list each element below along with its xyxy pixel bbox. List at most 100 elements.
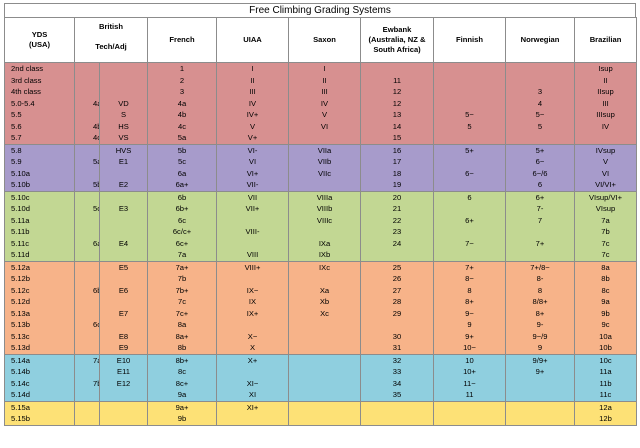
cell-norwegian: 9- — [505, 319, 576, 331]
table-row: 5.12d 7c IX Xb 28 8+ 8/8+ 9a — [4, 296, 638, 308]
cell-finnish: 5 — [433, 120, 507, 132]
cell-french: 8c+ — [147, 377, 218, 389]
header-ewbank-line2: (Australia, NZ & — [368, 35, 426, 44]
cell-norwegian: 7+ — [505, 237, 576, 249]
cell-uiaa: X− — [216, 330, 290, 342]
cell-saxon — [288, 132, 362, 145]
grading-table: YDS (USA) British Tech/Adj French UIAA S… — [4, 17, 638, 426]
cell-french: 6c/c+ — [147, 226, 218, 238]
cell-british-adj: E12 — [98, 377, 149, 389]
header-uiaa: UIAA — [216, 17, 290, 63]
cell-saxon — [288, 226, 362, 238]
cell-british-tech — [74, 109, 100, 121]
cell-finnish: 10 — [433, 353, 507, 366]
cell-saxon: VIIIc — [288, 214, 362, 226]
cell-ewbank — [360, 319, 435, 331]
cell-finnish — [433, 249, 507, 262]
table-row: 5.13d E9 8b X 31 10− 9 10b — [4, 342, 638, 355]
cell-brazilian: 11c — [574, 389, 638, 402]
table-row: 5.13b6c 8a 99-9c — [4, 319, 638, 331]
cell-saxon: Xc — [288, 307, 362, 319]
cell-uiaa: I — [216, 62, 290, 75]
cell-ewbank: 22 — [360, 214, 435, 226]
cell-british-adj — [98, 413, 149, 426]
cell-finnish — [433, 74, 507, 86]
cell-yds: 5.13b — [4, 319, 75, 331]
cell-yds: 5.8 — [4, 143, 75, 156]
cell-british-tech — [74, 342, 100, 355]
cell-yds: 5.7 — [4, 132, 75, 145]
cell-norwegian: 9/9+ — [505, 353, 576, 366]
cell-french: 6a+ — [147, 179, 218, 192]
cell-yds: 5.11b — [4, 226, 75, 238]
cell-ewbank: 24 — [360, 237, 435, 249]
cell-norwegian: 8 — [505, 284, 576, 296]
cell-ewbank: 26 — [360, 273, 435, 285]
cell-french: 9a+ — [147, 400, 218, 413]
cell-saxon: VIIb — [288, 156, 362, 168]
cell-yds: 5.13c — [4, 330, 75, 342]
cell-ewbank — [360, 249, 435, 262]
cell-british-adj: E1 — [98, 156, 149, 168]
cell-british-tech — [74, 296, 100, 308]
header-finnish: Finnish — [433, 17, 507, 63]
cell-british-adj: E2 — [98, 179, 149, 192]
cell-brazilian: III — [574, 97, 638, 109]
cell-british-adj — [98, 273, 149, 285]
cell-ewbank: 32 — [360, 353, 435, 366]
cell-norwegian: 3 — [505, 86, 576, 98]
cell-saxon: Xb — [288, 296, 362, 308]
table-row: 5.15a 9a+ XI+ 12a — [4, 400, 638, 413]
cell-british-tech: 6c — [74, 319, 100, 331]
cell-saxon — [288, 366, 362, 378]
cell-yds: 5.5 — [4, 109, 75, 121]
cell-uiaa: IV — [216, 97, 290, 109]
cell-british-tech: 4a — [74, 97, 100, 109]
header-saxon: Saxon — [288, 17, 362, 63]
cell-british-adj: E9 — [98, 342, 149, 355]
cell-british-adj — [98, 389, 149, 402]
header-norwegian: Norwegian — [505, 17, 576, 63]
table-row: 5.0-5.44aVD4aIVIV124III — [4, 97, 638, 109]
cell-yds: 5.15a — [4, 400, 75, 413]
cell-french: 8a+ — [147, 330, 218, 342]
header-brazilian: Brazilian — [574, 17, 638, 63]
table-row: 5.11a 6c VIIIc 22 6+ 7 7a — [4, 214, 638, 226]
cell-saxon: IXb — [288, 249, 362, 262]
cell-finnish: 5+ — [433, 143, 507, 156]
cell-finnish — [433, 86, 507, 98]
cell-british-adj — [98, 74, 149, 86]
cell-yds: 5.0-5.4 — [4, 97, 75, 109]
cell-saxon: VI — [288, 120, 362, 132]
cell-brazilian: 10a — [574, 330, 638, 342]
cell-finnish: 6+ — [433, 214, 507, 226]
table-row: 5.15b 9b 12b — [4, 413, 638, 426]
header-british-line1: British — [98, 22, 124, 31]
cell-british-tech — [74, 214, 100, 226]
cell-british-adj — [98, 226, 149, 238]
cell-uiaa: X+ — [216, 353, 290, 366]
header-ewbank-line1: Ewbank — [382, 25, 412, 34]
table-body: 2nd class 1 I I Isup 3rd class 2 II II 11 II 4th cl… — [4, 62, 638, 426]
cell-british-tech — [74, 413, 100, 426]
cell-british-adj — [98, 62, 149, 75]
cell-yds: 5.11d — [4, 249, 75, 262]
cell-norwegian: 5 — [505, 120, 576, 132]
cell-finnish: 9+ — [433, 330, 507, 342]
cell-finnish — [433, 132, 507, 145]
cell-brazilian: 11a — [574, 366, 638, 378]
cell-norwegian — [505, 132, 576, 145]
cell-ewbank: 25 — [360, 260, 435, 273]
header-row: YDS (USA) British Tech/Adj French UIAA S… — [4, 17, 638, 63]
cell-yds: 5.10a — [4, 167, 75, 179]
cell-uiaa: VIII — [216, 249, 290, 262]
cell-brazilian: 12b — [574, 413, 638, 426]
cell-french: 4c — [147, 120, 218, 132]
cell-british-tech — [74, 307, 100, 319]
cell-ewbank: 12 — [360, 86, 435, 98]
cell-british-tech: 5b — [74, 179, 100, 192]
cell-uiaa: IX — [216, 296, 290, 308]
cell-saxon: IXa — [288, 237, 362, 249]
cell-yds: 3rd class — [4, 74, 75, 86]
